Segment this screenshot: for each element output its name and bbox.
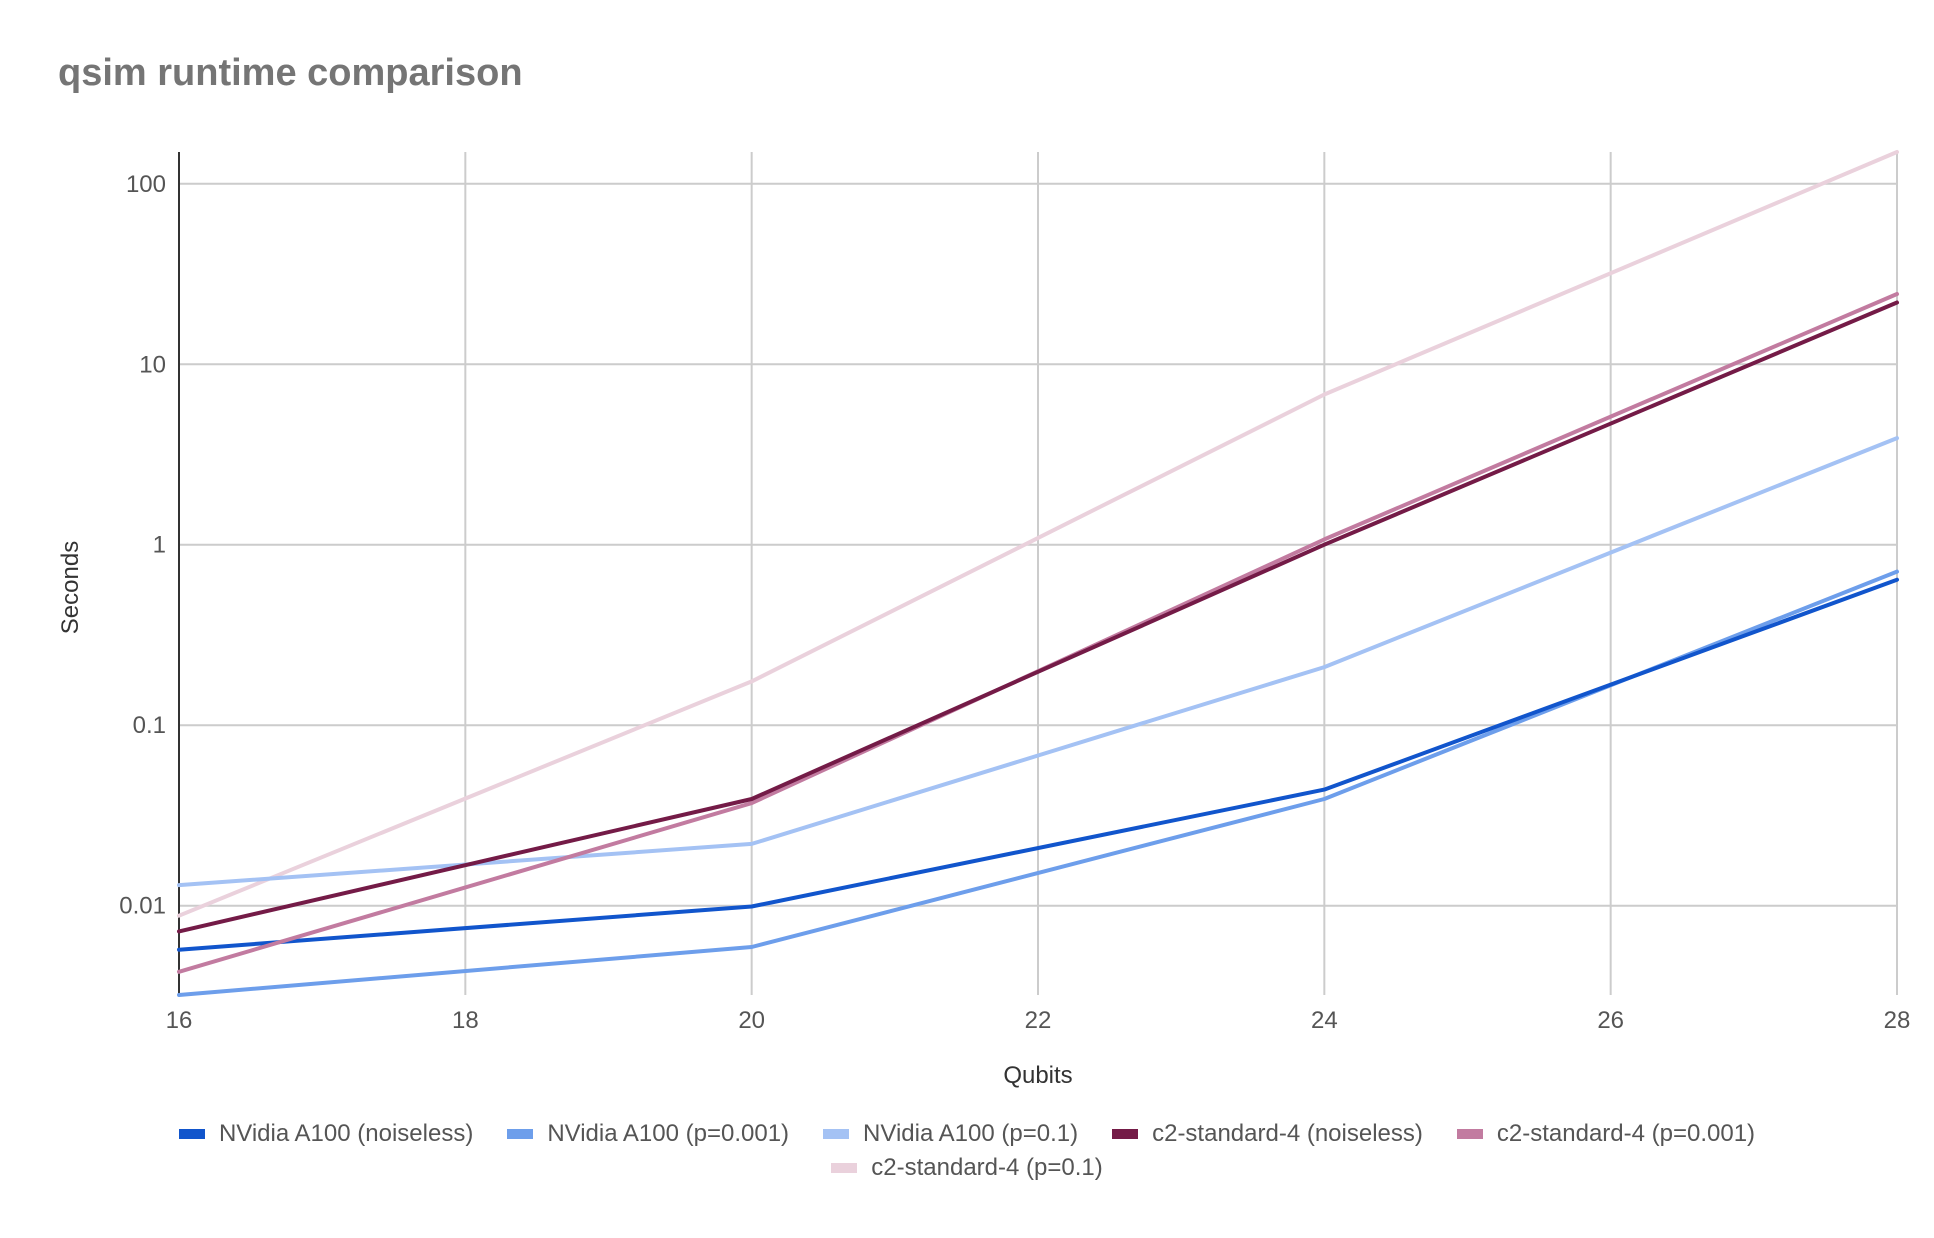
series-line-5	[177, 150, 1899, 918]
legend-swatch	[1112, 1129, 1139, 1139]
legend-row-2: c2-standard-4 (p=0.1)	[0, 1154, 1934, 1182]
legend-label: NVidia A100 (p=0.1)	[863, 1120, 1079, 1147]
x-tick-label: 18	[452, 1007, 479, 1034]
y-tick-label: 0.01	[119, 893, 166, 920]
x-tick-label: 24	[1311, 1007, 1338, 1034]
x-tick-label: 22	[1025, 1007, 1052, 1034]
legend-swatch	[178, 1129, 205, 1139]
x-tick-label: 20	[738, 1007, 765, 1034]
legend-label: c2-standard-4 (p=0.001)	[1496, 1120, 1756, 1147]
chart-title: qsim runtime comparison	[58, 52, 523, 94]
legend-item: c2-standard-4 (noiseless)	[1112, 1120, 1423, 1148]
legend-item: NVidia A100 (p=0.001)	[507, 1120, 789, 1148]
legend-swatch	[831, 1163, 858, 1173]
legend-item: NVidia A100 (p=0.1)	[823, 1120, 1078, 1148]
x-axis-title: Qubits	[1003, 1062, 1072, 1089]
legend-swatch	[823, 1129, 850, 1139]
y-tick-label: 0.1	[133, 712, 166, 739]
y-tick-label: 100	[126, 171, 166, 198]
y-tick-label: 10	[139, 351, 166, 378]
y-tick-label: 1	[153, 532, 166, 559]
legend-item: c2-standard-4 (p=0.1)	[831, 1154, 1103, 1182]
legend-row-1: NVidia A100 (noiseless) NVidia A100 (p=0…	[0, 1120, 1934, 1148]
legend-item: NVidia A100 (noiseless)	[178, 1120, 474, 1148]
y-axis-title: Seconds	[57, 541, 84, 634]
x-tick-label: 16	[166, 1007, 193, 1034]
legend-label: c2-standard-4 (noiseless)	[1152, 1120, 1423, 1147]
legend: NVidia A100 (noiseless) NVidia A100 (p=0…	[0, 1120, 1934, 1188]
legend-swatch	[507, 1129, 534, 1139]
legend-label: NVidia A100 (p=0.001)	[547, 1120, 790, 1147]
x-tick-label: 28	[1884, 1007, 1911, 1034]
x-tick-label: 26	[1597, 1007, 1624, 1034]
series-line-3	[177, 300, 1899, 934]
series-line-0	[177, 577, 1899, 952]
legend-label: c2-standard-4 (p=0.1)	[871, 1154, 1103, 1181]
legend-label: NVidia A100 (noiseless)	[218, 1120, 474, 1147]
legend-swatch	[1456, 1129, 1483, 1139]
legend-item: c2-standard-4 (p=0.001)	[1456, 1120, 1756, 1148]
